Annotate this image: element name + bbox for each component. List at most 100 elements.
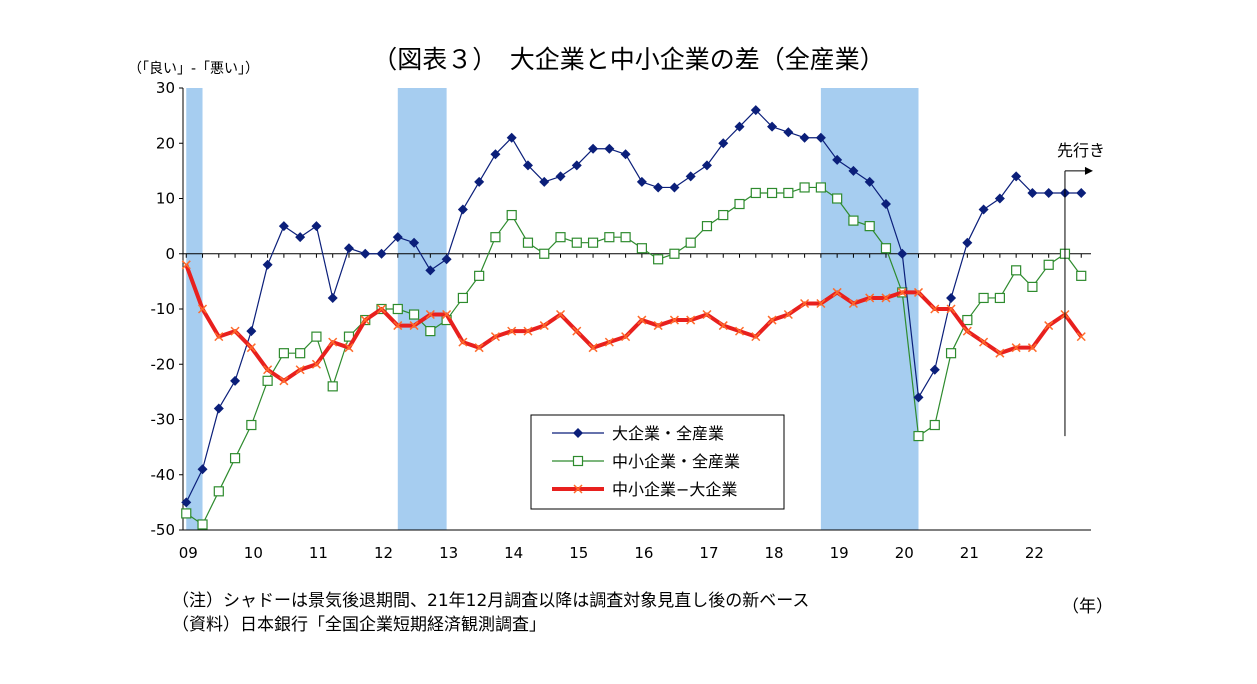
point-diamond [718,138,729,149]
point-diamond [197,464,208,475]
point-x-stroke [393,321,403,331]
x-tick-label: 17 [699,544,718,562]
point-x [897,287,907,297]
legend-square-icon [572,455,584,467]
point-diamond [262,259,273,270]
point-x-stroke [1027,343,1037,353]
point-x-stroke [328,337,338,347]
point-x [930,304,940,314]
legend-label: 中小企業−大企業 [612,480,737,499]
point-diamond [441,254,452,265]
point-square [864,221,875,232]
note-shading: （注）シャドーは景気後退期間、21年12月調査以降は調査対象見直し後の新ベース [172,591,810,611]
point-square [327,381,338,392]
point-x-stroke [539,321,549,331]
point-diamond [539,176,550,187]
point-square [246,419,257,431]
point-square [1076,270,1087,281]
point-square [653,254,664,265]
point-diamond [327,292,338,303]
point-square [669,248,680,259]
point-square [945,348,957,359]
point-square [913,430,924,442]
point-square [392,303,403,315]
x-tick-label: 19 [830,544,849,562]
point-square [555,232,566,243]
point-x [409,321,419,331]
point-x [523,326,533,336]
point-square [962,314,973,326]
point-diamond [295,232,306,243]
x-tick-label: 14 [504,544,523,562]
series-layer [181,105,1087,530]
point-square [457,292,468,304]
x-tick-label: 21 [960,544,979,562]
point-diamond [376,248,387,259]
legend-label: 中小企業・全産業 [612,452,740,471]
point-x [376,304,387,314]
point-square [766,187,778,199]
point-square [832,193,843,204]
forecast-arrow-icon [1084,166,1093,175]
point-diamond [620,149,631,160]
point-x-stroke [442,309,452,320]
point-x [621,332,631,342]
point-x [328,337,338,347]
point-x [458,337,468,347]
series-x [181,260,1086,386]
point-square [750,187,761,199]
point-x-stroke [230,326,240,336]
point-x [197,304,208,314]
point-diamond [571,160,582,171]
point-x-stroke [913,287,924,297]
note-source: （資料）日本銀行「全国企業短期経済観測調査」 [172,615,546,635]
point-x-stroke [718,321,728,331]
point-diamond [360,248,371,259]
point-diamond [832,154,843,165]
chart-title: （図表３） 大企業と中小企業の差（全産業） [372,45,885,74]
point-diamond [246,326,257,337]
point-x [442,309,452,320]
point-diamond [653,182,664,193]
point-diamond [767,121,778,132]
y-tick-label: -30 [151,411,176,429]
point-diamond [392,232,403,243]
x-tick-label: 10 [244,544,263,562]
point-x [686,315,696,325]
forecast-marker: 先行き [1057,141,1105,437]
point-x-stroke [279,376,289,386]
point-x [539,321,549,331]
point-x-stroke [637,315,647,325]
point-diamond [962,237,973,248]
point-x-stroke [588,343,598,353]
point-x [474,343,484,353]
point-diamond [848,165,859,176]
point-x [230,326,240,336]
point-x [246,343,256,353]
point-x [1044,321,1054,331]
point-x [800,298,810,309]
y-tick-label: 30 [156,79,175,97]
point-x-stroke [214,332,224,342]
point-x-stroke [734,326,745,336]
point-x-stroke [458,337,468,347]
point-diamond [946,292,957,303]
point-x-stroke [832,287,842,297]
point-x [669,315,679,325]
point-square [262,375,273,386]
y-tick-label: -50 [151,521,176,539]
point-x-stroke [409,321,419,331]
point-x-stroke [897,287,907,297]
y-tick-label: 20 [156,134,175,152]
point-square [587,237,599,248]
y-tick-label: -10 [151,300,176,318]
point-x [1027,343,1037,353]
point-square [636,243,647,254]
point-square [604,232,615,243]
point-square [311,331,322,342]
point-square [929,419,940,431]
legend-item: 中小企業・全産業 [552,452,740,471]
point-x-stroke [246,343,256,353]
point-square [1027,281,1038,292]
point-x-stroke [979,337,989,347]
